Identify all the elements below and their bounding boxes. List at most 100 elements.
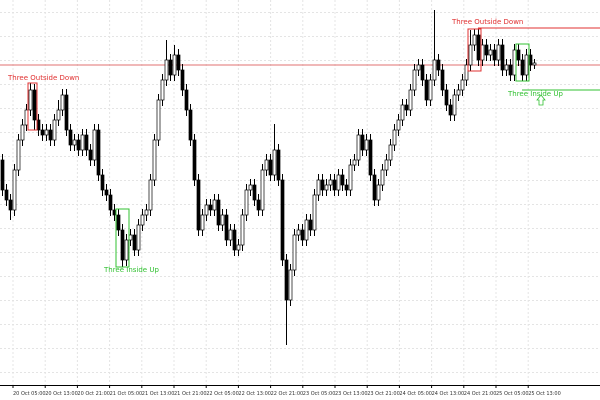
candle-body — [232, 229, 237, 251]
candle-body — [12, 169, 17, 211]
candle-body — [520, 59, 525, 76]
candle-body — [320, 179, 325, 191]
candle-body — [292, 234, 297, 271]
candle-body — [412, 69, 417, 91]
candle-body — [296, 229, 301, 236]
candle-body — [472, 34, 477, 46]
candle-body — [168, 59, 173, 76]
candle-body — [44, 129, 49, 136]
candle-body — [508, 64, 513, 76]
grid — [0, 0, 600, 385]
candle-body — [288, 269, 293, 301]
candle-body — [440, 69, 445, 91]
candle-body — [256, 199, 261, 211]
candle-body — [132, 234, 137, 251]
candle-body — [488, 49, 493, 56]
x-tick-label: 25 Oct 13:00 — [528, 391, 561, 397]
candle-body — [424, 79, 429, 101]
candle-body — [464, 64, 469, 81]
annotation-label: Three Inside Up — [103, 266, 159, 274]
candle-body — [352, 159, 357, 166]
candle-body — [524, 54, 529, 76]
candle-body — [252, 184, 257, 201]
candle-body — [212, 199, 217, 211]
candle-body — [496, 44, 501, 61]
candle-body — [52, 119, 57, 141]
candle-body — [152, 139, 157, 181]
candle-body — [4, 189, 9, 201]
x-tick-label: 20 Oct 13:00 — [45, 391, 78, 397]
x-tick-label: 22 Oct 05:00 — [206, 391, 239, 397]
candle-body — [380, 169, 385, 186]
candle-body — [144, 209, 149, 216]
candle-body — [208, 204, 213, 211]
candle-body — [0, 159, 5, 191]
candle-body — [196, 179, 201, 231]
x-tick-label: 20 Oct 05:00 — [13, 391, 46, 397]
candle-body — [484, 44, 489, 56]
candle-body — [172, 54, 177, 76]
candle-body — [348, 164, 353, 191]
candle-body — [72, 139, 77, 146]
candle-body — [140, 214, 145, 226]
candle-body — [160, 79, 165, 101]
candle-body — [400, 104, 405, 121]
x-tick-label: 21 Oct 13:00 — [142, 391, 175, 397]
candle-body — [60, 94, 65, 111]
candle-body — [20, 124, 25, 141]
candle-body — [236, 244, 241, 251]
candle-body — [40, 129, 45, 136]
candle-body — [192, 139, 197, 181]
candle-body — [104, 189, 109, 196]
candle-body — [516, 49, 521, 61]
candle-body — [364, 139, 369, 151]
candle-body — [28, 89, 33, 111]
candle-body — [368, 139, 373, 176]
candle-body — [64, 94, 69, 131]
candle-body — [120, 229, 125, 261]
candle-body — [220, 214, 225, 226]
candle-body — [224, 214, 229, 241]
candle-body — [204, 204, 209, 216]
candle-body — [428, 79, 433, 101]
pattern-box — [115, 208, 130, 268]
x-tick-label: 22 Oct 21:00 — [271, 391, 304, 397]
candle-body — [108, 194, 113, 211]
candle-body — [76, 139, 81, 151]
candle-body — [316, 179, 321, 196]
candle-body — [32, 89, 37, 121]
x-tick-label: 24 Oct 13:00 — [432, 391, 465, 397]
candle-body — [388, 144, 393, 161]
candle-body — [136, 224, 141, 251]
candle-body — [448, 104, 453, 116]
levels — [0, 27, 600, 91]
candle-body — [308, 219, 313, 231]
x-tick-label: 21 Oct 21:00 — [174, 391, 207, 397]
annotation-label: Three Outside Down — [7, 74, 79, 82]
candle-body — [460, 79, 465, 91]
candle-body — [100, 174, 105, 191]
x-tick-label: 23 Oct 21:00 — [367, 391, 400, 397]
candle-body — [404, 104, 409, 111]
candle-body — [216, 199, 221, 226]
candle-body — [304, 219, 309, 241]
candle-body — [176, 54, 181, 71]
x-axis-labels: 20 Oct 05:00 20 Oct 13:00 20 Oct 21:00 21 O… — [12, 385, 561, 397]
pattern-box — [467, 28, 482, 72]
candle-body — [96, 129, 101, 176]
candle-body — [164, 59, 169, 81]
candle-body — [148, 179, 153, 211]
candle-body — [476, 34, 481, 61]
candle-body — [92, 129, 97, 161]
candle-body — [436, 59, 441, 71]
candle-body — [416, 64, 421, 71]
candles — [0, 10, 537, 345]
candle-body — [248, 184, 253, 191]
x-tick-label: 22 Oct 13:00 — [238, 391, 271, 397]
candle-body — [284, 259, 289, 301]
candle-body — [88, 149, 93, 161]
candle-body — [240, 214, 245, 246]
candle-body — [300, 229, 305, 241]
